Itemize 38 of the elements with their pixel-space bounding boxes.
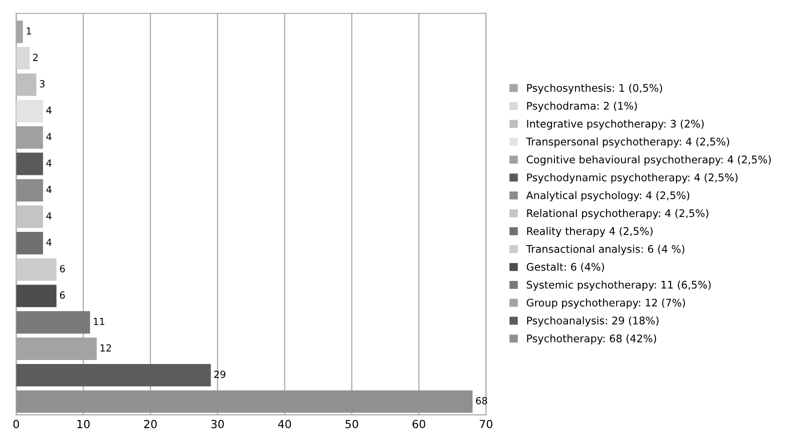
- legend-label: Psychodynamic psychotherapy: 4 (2,5%): [527, 173, 738, 184]
- legend-label: Cognitive behavioural psychotherapy: 4 (2,5%): [526, 155, 771, 166]
- legend-label: Transpersonal psychotherapy: 4 (2,5%): [526, 137, 730, 148]
- data-label: 29: [214, 370, 226, 378]
- x-tick-label: 20: [144, 420, 157, 428]
- legend-label: Reality therapy 4 (2,5%): [527, 226, 653, 238]
- x-tick-label: 0: [13, 420, 19, 428]
- data-label: 4: [46, 160, 52, 167]
- data-label: 68: [476, 397, 488, 404]
- legend-label: Analytical psychology: 4 (2,5%): [526, 191, 690, 202]
- data-label: 4: [46, 133, 52, 140]
- legend-label: Transactional analysis: 6 (4 %): [526, 244, 684, 255]
- legend-label: Systemic psychotherapy: 11 (6,5%): [526, 280, 711, 291]
- x-tick-label: 30: [211, 420, 224, 428]
- data-label: 4: [46, 212, 52, 220]
- x-tick-label: 10: [77, 420, 90, 428]
- legend-label: Psychotherapy: 68 (42%): [527, 334, 656, 344]
- data-label: 4: [46, 186, 52, 193]
- legend-label: Psychodrama: 2 (1%): [527, 102, 637, 112]
- data-label: 4: [46, 106, 52, 114]
- x-tick-label: 70: [480, 420, 492, 428]
- data-label: 6: [60, 265, 65, 272]
- x-tick-label: 60: [412, 420, 426, 428]
- data-label: 12: [100, 344, 111, 352]
- x-tick-label: 40: [278, 420, 291, 428]
- legend-label: Group psychotherapy: 12 (7%): [526, 298, 685, 309]
- x-tick-label: 50: [346, 420, 358, 428]
- legend-label: Integrative psychotherapy: 3 (2%): [527, 120, 704, 130]
- legend-label: Gestalt: 6 (4%): [526, 262, 604, 272]
- legend-label: Psychoanalysis: 29 (18%): [527, 316, 658, 326]
- data-label: 4: [46, 238, 52, 246]
- data-label: 2: [33, 54, 38, 61]
- data-label: 3: [40, 80, 45, 88]
- data-label: 11: [94, 318, 104, 326]
- legend-label: Relational psychotherapy: 4 (2,5%): [527, 209, 708, 220]
- legend-label: Psychosynthesis: 1 (0,5%): [527, 84, 662, 94]
- data-label: 1: [26, 27, 31, 35]
- data-label: 6: [60, 291, 65, 299]
